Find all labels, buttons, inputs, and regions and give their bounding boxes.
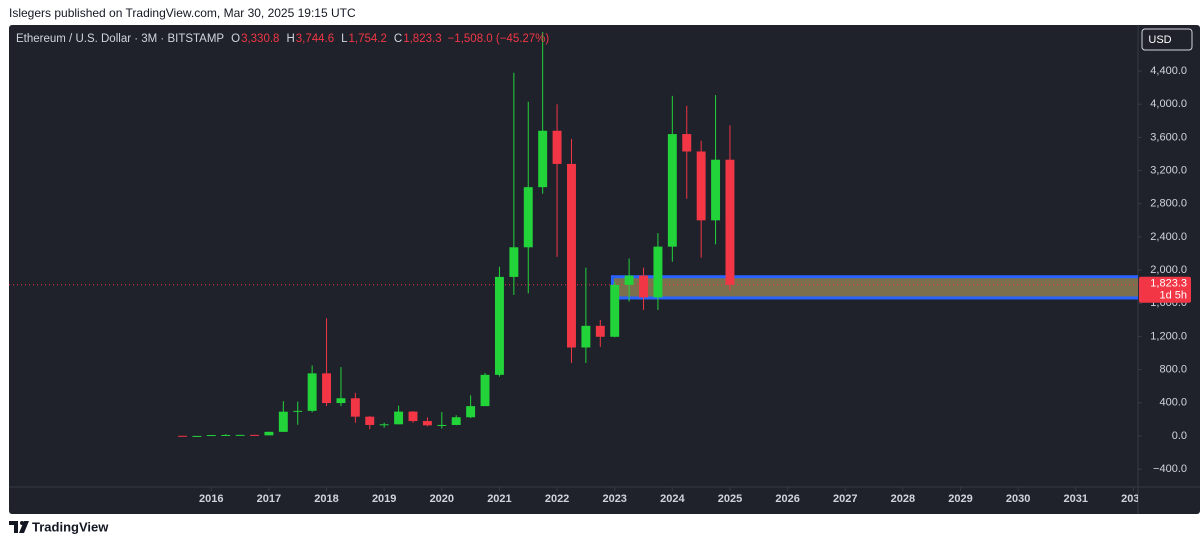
y-tick-label: 4,000.0 [1150,98,1187,110]
candle-body [653,246,663,298]
time-axis: 2016 2017 2018 2019 2020 2021 2022 2023 2024 2025… [199,487,1145,505]
x-tick-label: 2030 [1006,493,1030,505]
legend-close: 1,823.3 [403,33,441,45]
x-tick-label: 2021 [487,493,511,505]
candle-body [595,325,605,337]
x-tick-label: 2031 [1064,493,1088,505]
candle-body [451,417,461,425]
x-tick-label: 2027 [833,493,857,505]
legend-c-label: C [394,33,402,45]
candle-body [725,159,735,285]
brand-logo [9,521,29,533]
candle-body [437,424,447,426]
candle-body [552,130,562,164]
candle-body [221,434,231,436]
candle-body [235,434,245,436]
currency-label[interactable]: USD [1148,34,1171,46]
candle-body [538,130,548,188]
x-tick-label: 2017 [257,493,281,505]
x-tick-label: 2020 [430,493,454,505]
price-axis: −400.00.0400.0800.01,200.01,600.02,000.0… [1138,65,1191,475]
candle-body [264,431,274,436]
x-tick-label: 2024 [660,493,685,505]
y-tick-label: 2,800.0 [1150,198,1187,210]
candle-body [365,416,375,425]
candle-body [682,134,692,152]
legend-change: −1,508.0 (−45.27%) [448,33,550,45]
y-tick-label: 3,200.0 [1150,164,1187,176]
candle-body [523,187,533,248]
support-zone [610,275,1138,300]
candle-body [394,411,404,425]
y-tick-label: −400.0 [1153,463,1187,475]
chart-background [9,25,1200,514]
x-tick-label: 2023 [602,493,626,505]
x-tick-label: 2032 [1121,493,1145,505]
brand-name: TradingView [32,519,109,534]
symbol: Ethereum / U.S. Dollar · 3M · BITSTAMP [16,33,224,45]
candle-body [408,411,418,422]
last-price-badge [1139,276,1191,303]
y-tick-label: 0.0 [1172,430,1187,442]
plot-area [9,32,1138,437]
x-tick-label: 2029 [948,493,972,505]
candle-body [494,276,504,375]
legend-l-label: L [341,33,348,45]
legend: Ethereum / U.S. Dollar · 3M · BITSTAMP O3… [16,33,549,45]
candle-body [696,151,706,221]
y-tick-label: 400.0 [1159,397,1187,409]
x-tick-label: 2022 [545,493,569,505]
legend-o-label: O [231,33,240,45]
candle-body [711,159,721,221]
candle-body [250,434,259,436]
candle-body [567,163,576,348]
candle-body [336,398,346,404]
candle-body [350,398,360,417]
published-line: Islegers published on TradingView.com, M… [9,6,356,20]
countdown-label: 1d 5h [1159,290,1187,302]
candle-body [307,373,317,411]
x-tick-label: 2026 [775,493,799,505]
candle-body [624,275,634,285]
y-tick-label: 800.0 [1159,364,1187,376]
x-tick-label: 2016 [199,493,223,505]
candle-body [178,435,187,437]
candle-body [422,421,432,426]
candle-body [667,134,677,247]
x-tick-label: 2019 [372,493,396,505]
candle-body [610,284,620,337]
legend-low: 1,754.2 [349,33,387,45]
candle-body [206,435,216,437]
candle-body [192,435,202,437]
currency-button[interactable] [1141,28,1193,51]
x-tick-label: 2025 [718,493,742,505]
candle-body [509,247,519,277]
candle-body [322,373,332,404]
legend-open: 3,330.8 [241,33,279,45]
y-tick-label: 4,400.0 [1150,65,1187,77]
candle-body [293,410,303,412]
x-tick-label: 2028 [891,493,915,505]
candle-body [466,406,476,418]
y-tick-label: 2,000.0 [1150,264,1187,276]
candle-body [480,374,490,407]
candle-body [379,424,389,426]
y-tick-label: 3,600.0 [1150,131,1187,143]
candle-body [639,275,648,298]
last-price-label: 1,823.3 [1150,278,1187,290]
y-tick-label: 1,200.0 [1150,330,1187,342]
y-tick-label: 2,400.0 [1150,231,1187,243]
candle-body [581,325,591,348]
candle-body [278,411,288,432]
legend-high: 3,744.6 [296,33,334,45]
legend-h-label: H [286,33,294,45]
x-tick-label: 2018 [314,493,338,505]
